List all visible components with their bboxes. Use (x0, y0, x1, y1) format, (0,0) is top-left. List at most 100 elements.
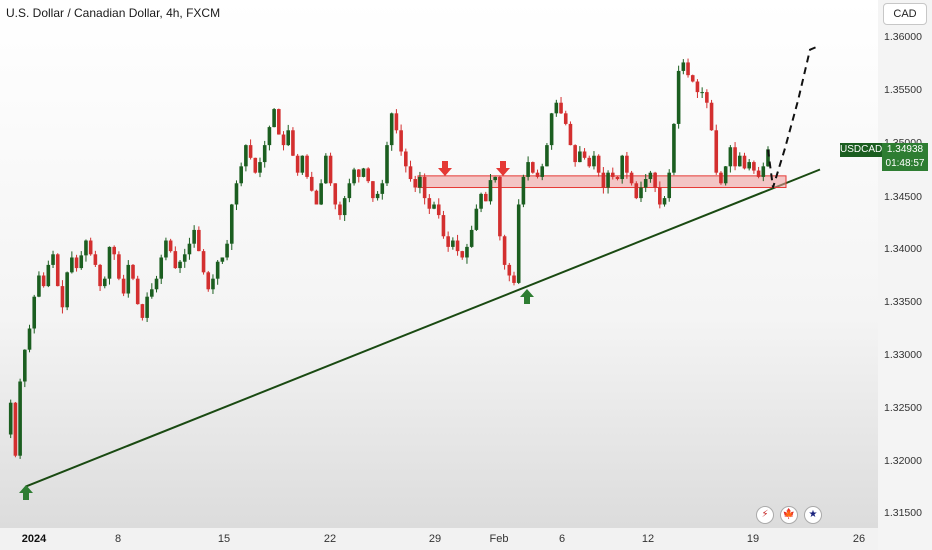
price-tick: 1.34000 (884, 243, 922, 255)
candle-body (229, 204, 234, 244)
candle-body (427, 198, 432, 209)
candle-body (145, 296, 149, 318)
candle-body (356, 169, 361, 177)
price-tick: 1.34500 (884, 191, 922, 203)
candle-body (540, 166, 545, 177)
candle-body (549, 113, 554, 146)
candle-body (173, 251, 178, 269)
candle-body (211, 278, 215, 290)
candle-body (742, 155, 747, 169)
us-flag-icon[interactable]: ★ (804, 506, 822, 524)
up-arrow (520, 289, 534, 304)
candle-body (474, 208, 479, 230)
currency-button[interactable]: CAD (883, 3, 927, 25)
symbol-tag: USDCAD (840, 143, 883, 157)
candle-body (102, 278, 107, 287)
candle-body (455, 240, 460, 252)
candle-body (573, 145, 577, 163)
date-tick: 22 (323, 533, 337, 545)
candle-body (498, 176, 502, 237)
candle-body (516, 204, 521, 283)
candle-body (465, 246, 469, 258)
candle-body (625, 155, 629, 173)
candle-body (432, 204, 436, 209)
date-tick: 6 (558, 533, 566, 545)
candle-body (225, 243, 229, 258)
down-arrow (496, 161, 510, 176)
price-axis[interactable] (878, 0, 932, 550)
candle-body (596, 155, 601, 173)
candle-body (559, 102, 563, 114)
candle-body (41, 275, 46, 287)
date-tick: 29 (428, 533, 442, 545)
candle-body (389, 113, 394, 146)
current-price-tag: 1.34938 01:48:57 (882, 143, 928, 171)
flash-icon[interactable]: ⚡ (756, 506, 774, 524)
candle-body (74, 257, 79, 269)
candle-body (709, 102, 714, 131)
candle-body (46, 264, 51, 287)
price-tick: 1.36000 (884, 31, 922, 43)
candle-body (643, 179, 648, 188)
down-arrow (438, 161, 452, 176)
candle-body (436, 204, 441, 216)
candle-body (98, 264, 102, 287)
candle-body (366, 168, 370, 182)
candle-body (182, 254, 187, 262)
candle-body (309, 176, 314, 191)
candle-body (234, 183, 239, 205)
candle-body (634, 183, 639, 199)
candle-body (168, 240, 173, 252)
candle-body (55, 254, 60, 287)
candle-body (610, 172, 615, 177)
candle-body (305, 155, 309, 177)
price-tick: 1.32000 (884, 455, 922, 467)
candle-body (413, 179, 418, 188)
candle-body (319, 183, 323, 205)
plot-area[interactable] (0, 0, 878, 528)
candle-body (578, 151, 582, 163)
candle-body (469, 229, 474, 247)
candle-body (502, 236, 507, 265)
candle-body (408, 166, 413, 180)
candle-body (521, 176, 526, 205)
candle-body (592, 155, 596, 167)
candle-body (18, 381, 22, 456)
candle-body (446, 236, 450, 247)
date-tick: 15 (217, 533, 231, 545)
candle-body (112, 246, 116, 255)
date-tick: Feb (489, 533, 509, 545)
bar-countdown: 01:48:57 (885, 158, 925, 169)
candle-body (154, 278, 159, 290)
candle-body (37, 275, 41, 297)
candle-body (479, 193, 483, 209)
candle-body (197, 229, 201, 252)
candle-body (568, 123, 573, 146)
candle-body (488, 180, 493, 202)
candle-body (324, 155, 328, 184)
candle-body (291, 130, 295, 156)
date-tick: 12 (641, 533, 655, 545)
candle-body (8, 402, 13, 435)
trend-line (25, 168, 821, 488)
candle-body (733, 147, 737, 167)
candle-body (192, 229, 196, 244)
candle-body (178, 261, 182, 269)
candle-body (615, 176, 620, 180)
candle-body (248, 145, 253, 158)
candle-body (662, 198, 667, 205)
candle-body (150, 289, 154, 297)
date-tick: 2024 (21, 533, 47, 545)
candle-body (126, 264, 131, 294)
candle-body (737, 155, 742, 167)
candle-body (131, 264, 135, 279)
candle-body (342, 198, 347, 216)
candle-body (375, 193, 380, 199)
price-tick: 1.33500 (884, 296, 922, 308)
canada-flag-icon[interactable]: 🍁 (780, 506, 798, 524)
candle-body (140, 304, 145, 318)
candle-body (545, 145, 549, 167)
candle-body (65, 272, 69, 308)
candle-body (676, 70, 681, 124)
